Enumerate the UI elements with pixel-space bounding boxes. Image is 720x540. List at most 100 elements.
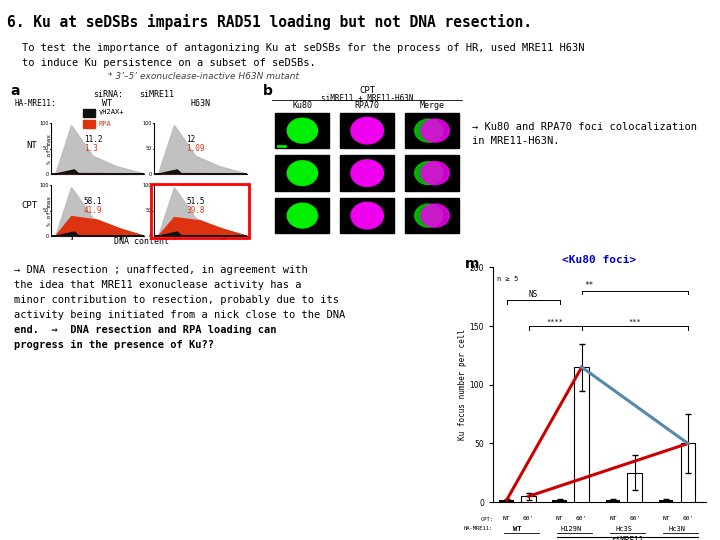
Bar [275,113,329,148]
Text: 100: 100 [142,183,151,188]
Text: To test the importance of antagonizing Ku at seDSBs for the process of HR, used : To test the importance of antagonizing K… [22,43,584,53]
Polygon shape [51,173,144,174]
Polygon shape [51,126,144,174]
Text: NT: NT [662,516,670,521]
Text: ***: *** [629,319,642,325]
Bar [680,443,696,502]
Circle shape [351,160,383,186]
Polygon shape [154,232,247,236]
Text: 50: 50 [42,146,49,151]
Text: 60': 60' [523,516,534,521]
Text: NS: NS [528,290,538,299]
Text: HA-MRE11:: HA-MRE11: [14,99,56,108]
Text: NT: NT [27,141,37,150]
Bar [51,123,144,174]
Text: 58.1: 58.1 [84,197,102,206]
Bar [627,473,642,502]
Text: 60': 60' [576,516,588,521]
Text: m: m [464,256,479,271]
Circle shape [287,118,318,143]
Text: RPA70: RPA70 [355,102,379,111]
Text: 60': 60' [629,516,640,521]
Circle shape [287,203,318,228]
Polygon shape [51,170,144,174]
Text: 41.9: 41.9 [84,206,102,215]
Circle shape [351,117,383,144]
Text: Hc3N: Hc3N [668,526,685,532]
Text: to induce Ku persistence on a subset of seDSBs.: to induce Ku persistence on a subset of … [22,58,315,68]
Text: progress in the presence of Ku??: progress in the presence of Ku?? [14,340,215,350]
Bar [405,198,459,233]
Text: 12: 12 [186,135,196,144]
Bar [405,113,459,148]
Text: ****: **** [546,319,564,325]
Text: 0: 0 [148,234,151,239]
Text: Merge: Merge [420,102,444,111]
Text: NT: NT [556,516,564,521]
Text: → Ku80 and RPA70 foci colocalization: → Ku80 and RPA70 foci colocalization [472,122,697,132]
Text: siMRE11: siMRE11 [611,536,644,540]
Text: RPA: RPA [99,121,112,127]
Text: NT: NT [609,516,617,521]
Bar [154,185,247,236]
Text: 1: 1 [173,235,176,241]
Text: 60': 60' [683,516,693,521]
Text: → DNA resection ; unaffected, in agreement with: → DNA resection ; unaffected, in agreeme… [14,265,308,275]
Circle shape [421,161,449,185]
Bar [83,120,95,128]
Circle shape [421,204,449,227]
Text: 50: 50 [42,208,49,213]
Text: b: b [263,84,273,98]
Text: % of max: % of max [48,195,53,226]
Polygon shape [154,126,247,174]
Text: a: a [11,84,20,98]
Y-axis label: Ku focus number per cell: Ku focus number per cell [458,329,467,440]
Text: % of max: % of max [48,133,53,164]
Text: 0: 0 [148,172,151,177]
Text: 100: 100 [142,120,151,125]
Text: siMRE11: siMRE11 [139,90,174,99]
Text: 0: 0 [45,234,49,239]
Circle shape [415,204,443,227]
Text: siMRE11 + MRE11-H63N: siMRE11 + MRE11-H63N [321,94,413,103]
Title: <Ku80 foci>: <Ku80 foci> [562,255,636,265]
Text: 39.8: 39.8 [186,206,205,215]
Polygon shape [154,170,247,174]
Text: 2: 2 [222,235,225,241]
Text: 6. Ku at seDSBs impairs RAD51 loading but not DNA resection.: 6. Ku at seDSBs impairs RAD51 loading bu… [7,14,532,30]
Text: 1: 1 [70,235,73,241]
Bar [154,123,247,174]
Bar [151,184,249,238]
Bar [340,198,395,233]
Text: HA-MRE11:: HA-MRE11: [464,526,493,531]
Text: 11.2: 11.2 [84,135,102,144]
Bar [575,367,589,502]
Text: 1.3: 1.3 [84,144,97,153]
Polygon shape [154,188,247,236]
Text: WT: WT [102,99,112,108]
Text: 50: 50 [145,208,151,213]
Circle shape [415,119,443,142]
Text: in MRE11-H63N.: in MRE11-H63N. [472,136,559,146]
Text: CPT: CPT [359,86,375,96]
Text: DNA content: DNA content [114,237,169,246]
Circle shape [287,161,318,186]
Polygon shape [51,217,144,236]
Text: * 3’–5’ exonuclease-inactive H63N mutant: * 3’–5’ exonuclease-inactive H63N mutant [108,72,299,82]
Bar [606,500,621,502]
Text: **: ** [585,281,594,289]
Text: CPT: CPT [22,201,38,211]
Text: WT: WT [513,526,522,532]
Bar [340,113,395,148]
Text: H63N: H63N [191,99,210,108]
Text: 100: 100 [40,183,49,188]
Text: end.  ⇒  DNA resection and RPA loading can: end. ⇒ DNA resection and RPA loading can [14,325,277,335]
Text: H129N: H129N [560,526,582,532]
Text: minor contribution to resection, probably due to its: minor contribution to resection, probabl… [14,295,339,305]
Polygon shape [154,218,247,236]
Circle shape [415,161,443,185]
Bar [500,500,514,502]
Text: 51.5: 51.5 [186,197,205,206]
Text: 1.09: 1.09 [186,144,205,153]
Text: 0: 0 [45,172,49,177]
